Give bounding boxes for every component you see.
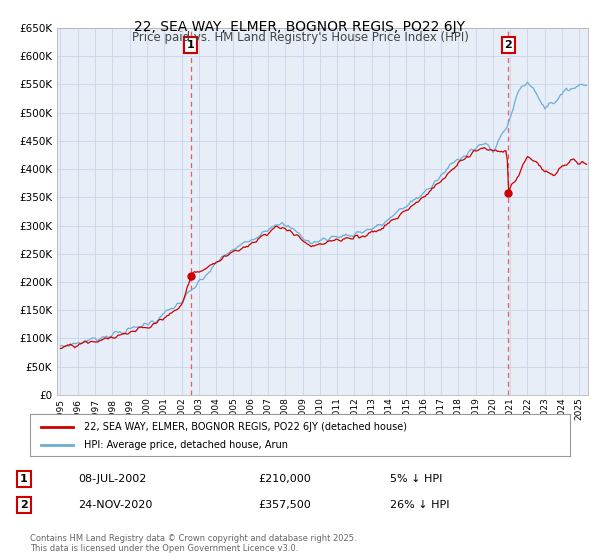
Text: 26% ↓ HPI: 26% ↓ HPI [390,500,449,510]
Text: 5% ↓ HPI: 5% ↓ HPI [390,474,442,484]
Text: 22, SEA WAY, ELMER, BOGNOR REGIS, PO22 6JY (detached house): 22, SEA WAY, ELMER, BOGNOR REGIS, PO22 6… [84,422,407,432]
Text: Contains HM Land Registry data © Crown copyright and database right 2025.
This d: Contains HM Land Registry data © Crown c… [30,534,356,553]
Text: 2: 2 [505,40,512,50]
Text: 22, SEA WAY, ELMER, BOGNOR REGIS, PO22 6JY: 22, SEA WAY, ELMER, BOGNOR REGIS, PO22 6… [134,20,466,34]
Text: 24-NOV-2020: 24-NOV-2020 [78,500,152,510]
Text: 1: 1 [20,474,28,484]
Text: £210,000: £210,000 [258,474,311,484]
Text: 08-JUL-2002: 08-JUL-2002 [78,474,146,484]
Text: HPI: Average price, detached house, Arun: HPI: Average price, detached house, Arun [84,440,288,450]
Text: 1: 1 [187,40,194,50]
Text: 2: 2 [20,500,28,510]
Text: £357,500: £357,500 [258,500,311,510]
Text: Price paid vs. HM Land Registry's House Price Index (HPI): Price paid vs. HM Land Registry's House … [131,31,469,44]
